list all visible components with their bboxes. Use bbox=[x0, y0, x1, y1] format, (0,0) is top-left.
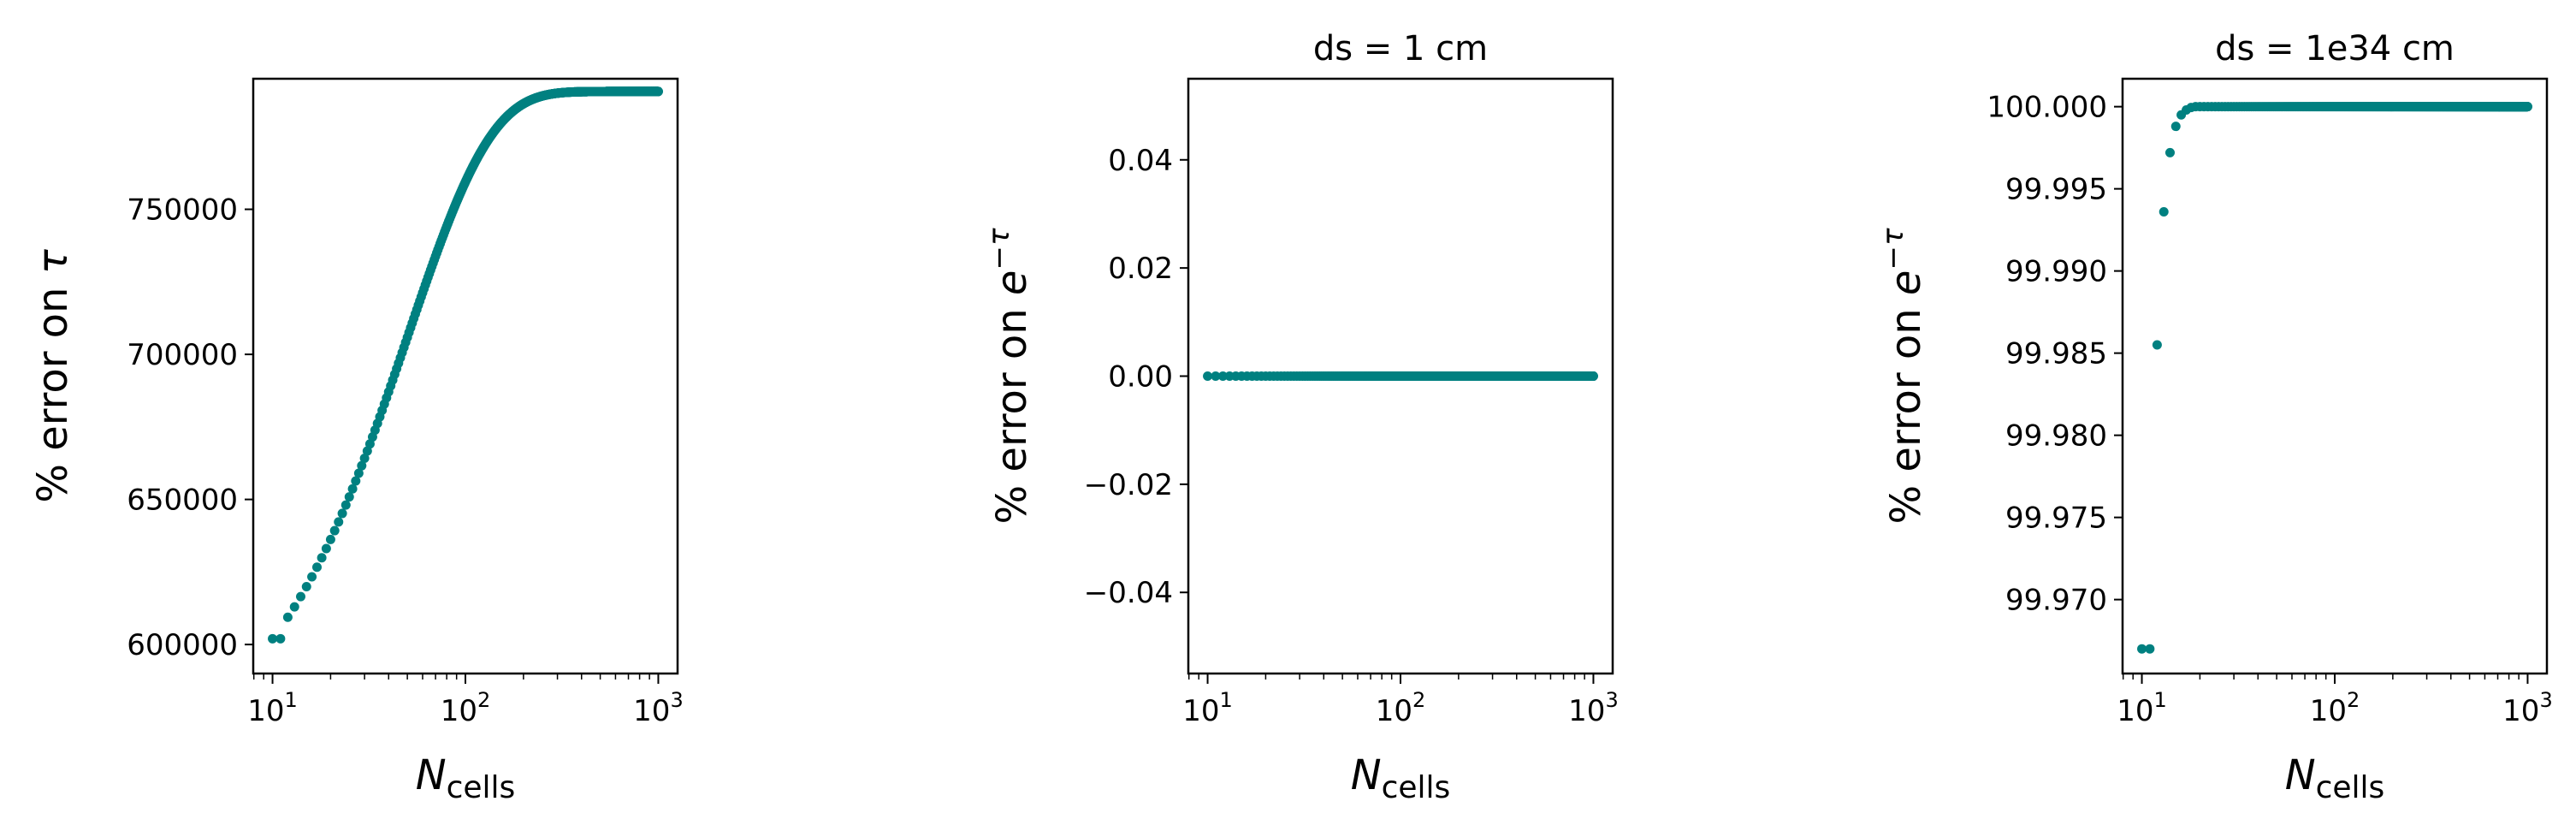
data-point bbox=[1588, 371, 1598, 381]
axes-frame bbox=[2121, 77, 2549, 675]
x-tick-label: 103 bbox=[1568, 688, 1619, 728]
data-point bbox=[357, 460, 367, 471]
y-tick-label: 100.000 bbox=[1987, 91, 2107, 125]
data-point bbox=[2137, 644, 2147, 654]
y-tick-label: −0.02 bbox=[1084, 468, 1173, 502]
y-tick-label: 0.00 bbox=[1108, 360, 1173, 395]
data-point bbox=[653, 86, 663, 97]
data-point bbox=[307, 572, 317, 582]
data-point bbox=[317, 553, 327, 563]
x-tick-label: 103 bbox=[633, 688, 684, 728]
y-tick-label: 99.975 bbox=[2005, 502, 2107, 536]
data-series bbox=[2137, 102, 2532, 654]
data-point bbox=[362, 446, 372, 456]
y-tick-label: 650000 bbox=[127, 484, 238, 518]
data-point bbox=[2522, 102, 2532, 112]
y-axis-label: % error on τ bbox=[29, 248, 77, 502]
data-point bbox=[2145, 644, 2155, 654]
data-point bbox=[1211, 371, 1221, 381]
x-axis-label: Ncells bbox=[2285, 751, 2385, 805]
data-point bbox=[341, 500, 351, 510]
y-tick-label: 750000 bbox=[127, 193, 238, 228]
data-point bbox=[2152, 340, 2162, 350]
data-point bbox=[268, 633, 278, 644]
y-tick-label: −0.04 bbox=[1084, 576, 1173, 610]
y-tick-label: 99.985 bbox=[2005, 337, 2107, 371]
x-axis-label: Ncells bbox=[1351, 751, 1451, 805]
data-point bbox=[351, 476, 361, 486]
y-axis-label: % error on e−τ bbox=[982, 228, 1036, 524]
data-point bbox=[359, 454, 370, 464]
y-tick-label: 700000 bbox=[127, 338, 238, 372]
data-point bbox=[1203, 371, 1213, 381]
y-tick-label: 0.02 bbox=[1108, 252, 1173, 286]
x-tick-label: 101 bbox=[2117, 688, 2167, 728]
panel-2: ds = 1 cm −0.04 −0.02 0.00 0.02 0.04 101 102 103… bbox=[982, 29, 1619, 805]
data-point bbox=[334, 517, 344, 527]
axes-frame bbox=[252, 77, 679, 675]
y-tick-label: 99.980 bbox=[2005, 419, 2107, 454]
x-tick-label: 101 bbox=[1182, 688, 1233, 728]
data-point bbox=[325, 534, 335, 544]
data-point bbox=[2164, 147, 2175, 157]
data-series bbox=[268, 86, 663, 644]
y-tick-label: 600000 bbox=[127, 628, 238, 662]
panel-3: ds = 1e34 cm 99.970 99.975 99.980 99.985 99.9… bbox=[1876, 29, 2553, 805]
y-tick-label: 99.970 bbox=[2005, 584, 2107, 618]
data-point bbox=[329, 525, 340, 536]
data-point bbox=[301, 581, 311, 591]
x-tick-label: 102 bbox=[2310, 688, 2360, 728]
data-point bbox=[2159, 207, 2169, 217]
data-point bbox=[312, 562, 322, 573]
data-series bbox=[1203, 371, 1598, 381]
x-tick-label: 101 bbox=[247, 688, 298, 728]
x-axis-label: Ncells bbox=[416, 751, 516, 805]
data-point bbox=[337, 508, 347, 519]
y-tick-label: 0.04 bbox=[1108, 144, 1173, 178]
data-point bbox=[353, 468, 364, 478]
data-point bbox=[275, 633, 286, 644]
data-point bbox=[282, 612, 293, 622]
y-tick-label: 99.995 bbox=[2005, 173, 2107, 207]
data-point bbox=[1217, 371, 1228, 381]
y-tick-label: 99.990 bbox=[2005, 255, 2107, 289]
data-point bbox=[2170, 122, 2181, 132]
x-tick-label: 102 bbox=[1376, 688, 1426, 728]
data-point bbox=[321, 543, 331, 554]
data-point bbox=[347, 484, 358, 494]
data-point bbox=[289, 602, 299, 612]
data-point bbox=[295, 591, 305, 602]
panel-1: 600000 650000 700000 750000 101 102 103 Ncells%… bbox=[29, 77, 684, 805]
panel-title: ds = 1 cm bbox=[1313, 29, 1488, 68]
x-tick-label: 103 bbox=[2502, 688, 2553, 728]
data-point bbox=[344, 492, 354, 502]
x-tick-label: 102 bbox=[441, 688, 491, 728]
y-axis-label: % error on e−τ bbox=[1876, 228, 1930, 524]
panel-title: ds = 1e34 cm bbox=[2215, 29, 2455, 68]
